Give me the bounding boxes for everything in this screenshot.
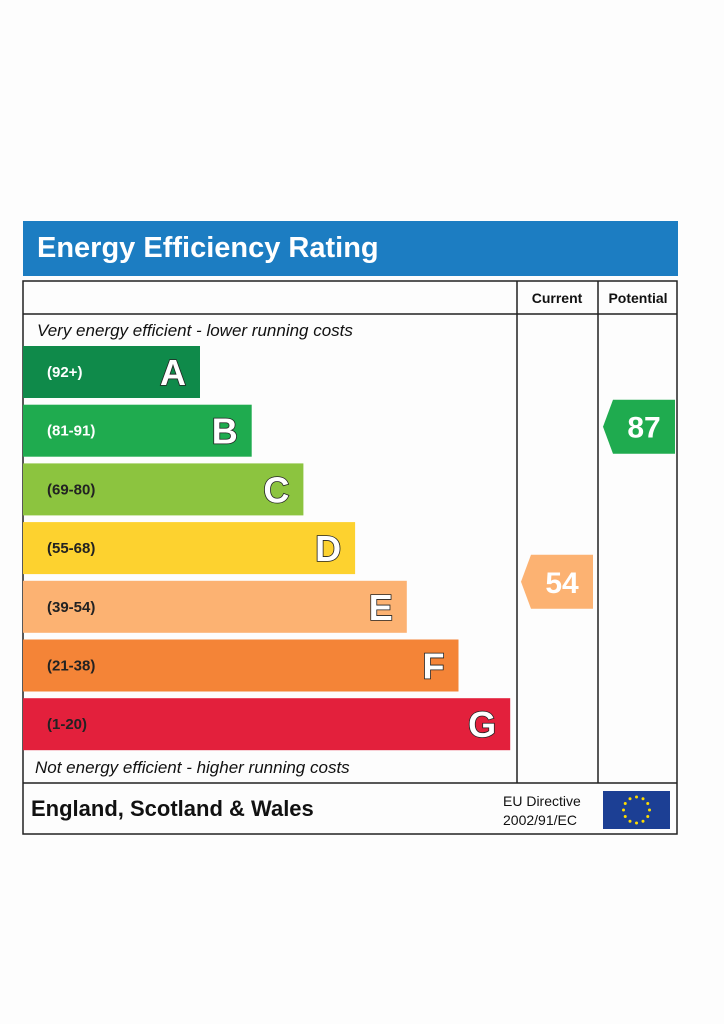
- eu-star: [646, 815, 650, 818]
- band-bar-b: [23, 404, 252, 457]
- band-bar-a: [23, 346, 200, 398]
- band-range-label: (69-80): [47, 481, 95, 498]
- band-letter: E: [369, 587, 393, 628]
- band-range-label: (81-91): [47, 423, 95, 440]
- potential-score-arrow-shape: [603, 399, 675, 454]
- eu-star: [635, 795, 638, 799]
- band-range-label: (39-54): [47, 599, 95, 616]
- current-score-arrow: 54: [521, 554, 593, 609]
- title-bar: [23, 221, 678, 276]
- eu-star: [641, 797, 645, 801]
- band-c: (69-80) C: [23, 463, 304, 516]
- band-range-label: (55-68): [47, 540, 95, 557]
- eu-star: [628, 819, 632, 823]
- band-bar-c: [23, 463, 304, 516]
- bottom-note: Not energy efficient - higher running co…: [35, 758, 350, 777]
- band-d: (55-68) D: [23, 522, 356, 575]
- rating-bands: (92+) A (81-91) B (69-80) C (55-68) D (39-54) E (2…: [23, 346, 511, 751]
- band-letter: C: [263, 469, 289, 510]
- eu-star: [628, 797, 632, 801]
- band-bar-d: [23, 522, 356, 575]
- directive-line2: 2002/91/EC: [503, 812, 577, 828]
- column-header-current: Current: [532, 290, 583, 306]
- eu-star: [646, 802, 650, 805]
- band-a: (92+) A: [23, 346, 200, 398]
- top-note: Very energy efficient - lower running co…: [37, 321, 353, 340]
- current-score-arrow-value: 54: [545, 567, 579, 600]
- band-bar-f: [23, 639, 459, 692]
- band-range-label: (1-20): [47, 716, 87, 733]
- band-letter: F: [423, 646, 445, 687]
- band-letter: A: [160, 352, 186, 393]
- eu-star: [623, 802, 627, 805]
- band-bar-e: [23, 580, 407, 633]
- band-bar-g: [23, 698, 511, 751]
- eu-star: [623, 815, 627, 818]
- eu-star: [641, 819, 645, 823]
- directive-line1: EU Directive: [503, 793, 581, 809]
- band-g: (1-20) G: [23, 698, 511, 751]
- region-label: England, Scotland & Wales: [31, 796, 314, 821]
- band-e: (39-54) E: [23, 580, 407, 633]
- potential-score-arrow-value: 87: [627, 412, 660, 445]
- column-header-potential: Potential: [608, 290, 667, 306]
- band-letter: D: [315, 528, 341, 569]
- eu-star: [635, 821, 638, 825]
- band-f: (21-38) F: [23, 639, 459, 692]
- chart-title: Energy Efficiency Rating: [37, 232, 379, 264]
- eu-star: [648, 808, 651, 812]
- band-letter: B: [212, 411, 238, 452]
- score-arrows: 54 87: [521, 399, 675, 609]
- band-letter: G: [468, 704, 496, 745]
- eu-flag-icon: [603, 791, 670, 829]
- band-range-label: (21-38): [47, 658, 95, 675]
- eu-star: [622, 808, 625, 812]
- current-score-arrow-shape: [521, 554, 593, 609]
- potential-score-arrow: 87: [603, 399, 675, 454]
- band-b: (81-91) B: [23, 404, 252, 457]
- band-range-label: (92+): [47, 364, 82, 381]
